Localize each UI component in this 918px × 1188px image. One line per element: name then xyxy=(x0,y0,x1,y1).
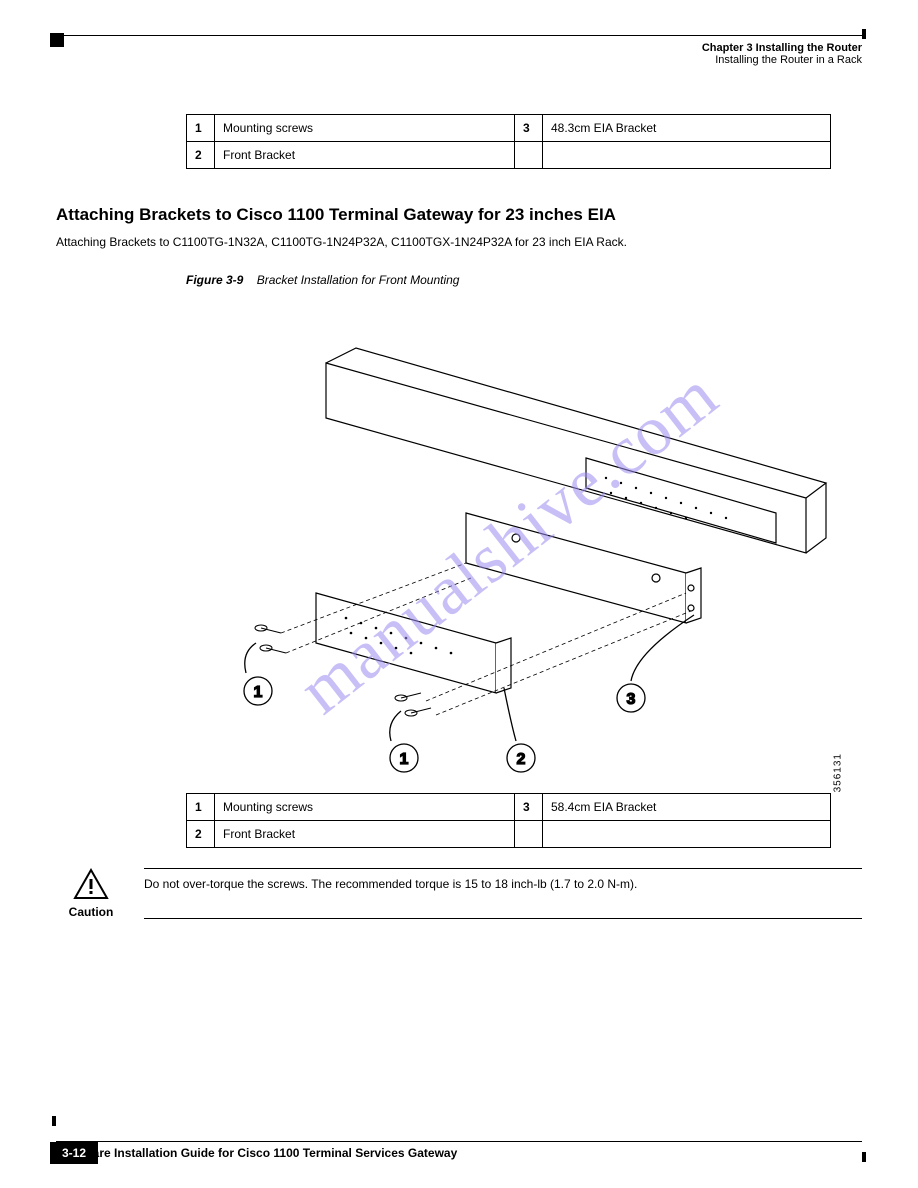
corner-tick-bottom-left xyxy=(52,1116,56,1126)
caution-block: Caution Do not over-torque the screws. T… xyxy=(56,868,862,919)
cell-label: 58.4cm EIA Bracket xyxy=(543,794,831,821)
page-content: Chapter 3 Installing the Router Installi… xyxy=(56,35,862,1153)
cell-label: Mounting screws xyxy=(215,115,515,142)
table-row: 1 Mounting screws 3 48.3cm EIA Bracket xyxy=(187,115,831,142)
page-footer: Hardware Installation Guide for Cisco 11… xyxy=(56,1141,862,1160)
table-row: 1 Mounting screws 3 58.4cm EIA Bracket xyxy=(187,794,831,821)
page-number: 3-12 xyxy=(50,1142,98,1164)
running-header: Chapter 3 Installing the Router Installi… xyxy=(56,42,862,66)
cell-label xyxy=(543,821,831,848)
caution-label: Caution xyxy=(56,905,126,919)
figure-code: 356131 xyxy=(832,753,843,792)
callout-table-1: 1 Mounting screws 3 48.3cm EIA Bracket 2… xyxy=(186,114,831,169)
svg-text:1: 1 xyxy=(400,751,409,768)
section-heading: Attaching Brackets to Cisco 1100 Termina… xyxy=(56,205,862,225)
figure-name: Bracket Installation for Front Mounting xyxy=(257,273,460,287)
cell-label: Mounting screws xyxy=(215,794,515,821)
section-label: Installing the Router in a Rack xyxy=(715,54,862,66)
caution-left: Caution xyxy=(56,868,126,919)
cell-num: 2 xyxy=(187,821,215,848)
figure-diagram: manualshive.com xyxy=(186,293,831,793)
svg-text:1: 1 xyxy=(254,684,263,701)
figure-number: Figure 3-9 xyxy=(186,273,243,287)
chapter-label: Chapter 3 Installing the Router xyxy=(702,42,862,54)
cell-num: 1 xyxy=(187,794,215,821)
table-row: 2 Front Bracket xyxy=(187,142,831,169)
table-row: 2 Front Bracket xyxy=(187,821,831,848)
footer-doc-title: Hardware Installation Guide for Cisco 11… xyxy=(56,1146,862,1160)
svg-text:3: 3 xyxy=(627,691,636,708)
cell-label: 48.3cm EIA Bracket xyxy=(543,115,831,142)
cell-num: 1 xyxy=(187,115,215,142)
cell-num: 3 xyxy=(515,794,543,821)
body-paragraph: Attaching Brackets to C1100TG-1N32A, C11… xyxy=(56,233,862,251)
corner-tick-top-right xyxy=(862,29,866,39)
corner-tick-bottom-right xyxy=(862,1152,866,1162)
caution-text: Do not over-torque the screws. The recom… xyxy=(144,868,862,919)
footer-rule xyxy=(56,1141,862,1142)
svg-text:2: 2 xyxy=(517,751,526,768)
cell-label: Front Bracket xyxy=(215,821,515,848)
corner-marker-top-left xyxy=(50,33,64,47)
header-rule xyxy=(56,35,862,36)
figure-caption: Figure 3-9 Bracket Installation for Fron… xyxy=(186,273,862,287)
caution-triangle-icon xyxy=(73,868,109,900)
callout-table-2: 1 Mounting screws 3 58.4cm EIA Bracket 2… xyxy=(186,793,831,848)
cell-label xyxy=(543,142,831,169)
cell-label: Front Bracket xyxy=(215,142,515,169)
cell-num: 2 xyxy=(187,142,215,169)
cell-num xyxy=(515,142,543,169)
bracket-diagram-svg: 1 1 2 3 xyxy=(186,293,831,793)
cell-num: 3 xyxy=(515,115,543,142)
cell-num xyxy=(515,821,543,848)
